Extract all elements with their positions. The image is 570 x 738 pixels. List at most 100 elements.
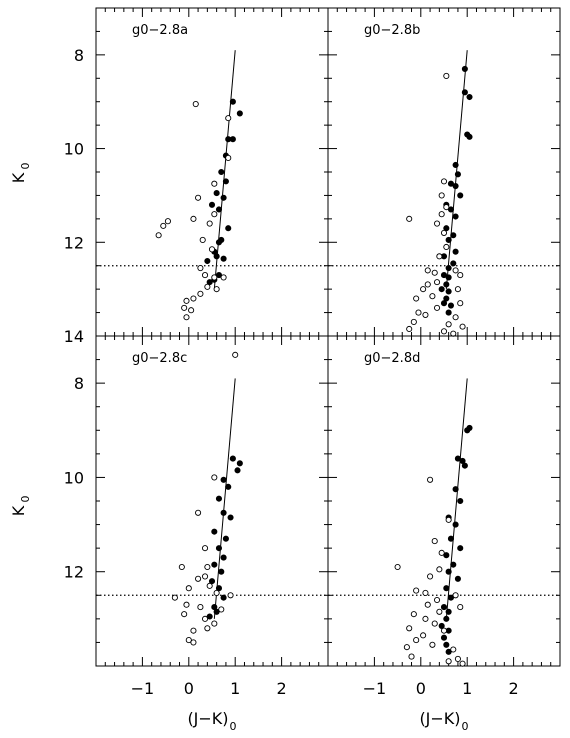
filled-point — [447, 180, 455, 187]
open-point — [164, 218, 171, 225]
filled-point — [452, 161, 459, 169]
open-point — [436, 566, 443, 573]
open-point — [424, 601, 431, 608]
open-point — [190, 627, 197, 634]
filled-point — [457, 545, 464, 552]
open-point — [450, 330, 457, 337]
filled-point — [234, 467, 241, 474]
open-point — [452, 592, 459, 599]
y-tick-label: 12 — [64, 563, 84, 582]
open-point — [450, 646, 457, 653]
y-tick-label: 12 — [64, 233, 84, 252]
filled-point — [445, 265, 452, 272]
open-point — [429, 293, 436, 300]
open-point — [201, 545, 209, 552]
x-tick-label: 1 — [230, 679, 240, 698]
y-axis-title-sub: 0 — [19, 496, 32, 503]
y-axis-title-bottom: K 0 — [9, 496, 32, 517]
filled-point — [450, 561, 457, 568]
y-tick-label: 14 — [64, 327, 84, 346]
filled-point — [211, 528, 218, 535]
open-point — [190, 295, 197, 302]
x-tick-label: 1 — [462, 679, 472, 698]
open-point — [185, 637, 192, 644]
open-point — [183, 314, 190, 321]
y-tick-label: 8 — [74, 46, 84, 65]
open-point — [160, 222, 167, 229]
open-point — [433, 304, 441, 311]
filled-point — [443, 641, 450, 648]
filled-point — [443, 281, 450, 288]
filled-point — [445, 648, 452, 655]
open-point — [445, 516, 452, 523]
open-point — [415, 309, 422, 316]
open-point — [206, 582, 213, 589]
open-point — [155, 232, 162, 239]
filled-point — [464, 427, 471, 434]
filled-point — [443, 585, 450, 592]
open-point — [181, 611, 188, 618]
x-tick-label: 2 — [277, 679, 287, 698]
filled-point — [222, 535, 229, 542]
filled-point — [215, 272, 223, 279]
filled-point — [227, 514, 234, 521]
filled-point — [208, 201, 216, 208]
filled-point — [438, 286, 445, 293]
open-point — [457, 300, 464, 307]
filled-point — [466, 133, 473, 140]
y-axis-title-sub: 0 — [19, 163, 32, 170]
filled-point — [452, 183, 459, 190]
panel-title: g0−2.8b — [364, 23, 420, 38]
filled-point — [211, 604, 218, 611]
filled-point — [447, 302, 455, 309]
open-point — [197, 290, 204, 297]
x-tick-label: −1 — [131, 679, 155, 698]
open-point — [204, 625, 211, 632]
open-point — [195, 575, 202, 582]
filled-point — [229, 98, 236, 105]
filled-point — [447, 535, 455, 542]
y-tick-label: 8 — [74, 374, 84, 393]
filled-point — [452, 486, 459, 493]
filled-point — [218, 568, 225, 575]
fit-line — [213, 378, 236, 619]
y-axis-title-main: K — [9, 505, 28, 516]
open-point — [452, 314, 459, 321]
open-point — [422, 615, 429, 622]
open-point — [433, 596, 441, 604]
open-point — [436, 608, 443, 615]
open-point — [197, 604, 204, 611]
open-point — [431, 269, 438, 276]
filled-point — [450, 232, 457, 239]
open-point — [190, 215, 197, 222]
filled-point — [447, 594, 455, 601]
open-point — [213, 286, 220, 293]
open-point — [218, 606, 225, 613]
filled-point — [213, 608, 220, 615]
filled-point — [445, 274, 452, 281]
filled-point — [220, 554, 227, 561]
open-point — [454, 286, 461, 293]
x-axis-title-sub: 0 — [230, 720, 237, 733]
open-point — [422, 311, 429, 318]
open-point — [440, 328, 448, 335]
open-point — [431, 620, 438, 627]
filled-point — [225, 483, 232, 490]
filled-point — [229, 455, 236, 462]
open-point — [225, 154, 232, 161]
open-point — [429, 641, 436, 648]
filled-point — [211, 561, 218, 568]
filled-point — [236, 110, 243, 117]
open-point — [410, 611, 417, 618]
open-point — [438, 211, 445, 218]
filled-point — [206, 279, 213, 286]
filled-point — [213, 253, 220, 260]
filled-point — [220, 476, 227, 483]
filled-point — [222, 178, 229, 185]
filled-point — [461, 65, 468, 72]
filled-point — [218, 168, 225, 176]
open-point — [440, 627, 448, 634]
open-point — [201, 272, 209, 279]
open-point — [211, 274, 218, 281]
